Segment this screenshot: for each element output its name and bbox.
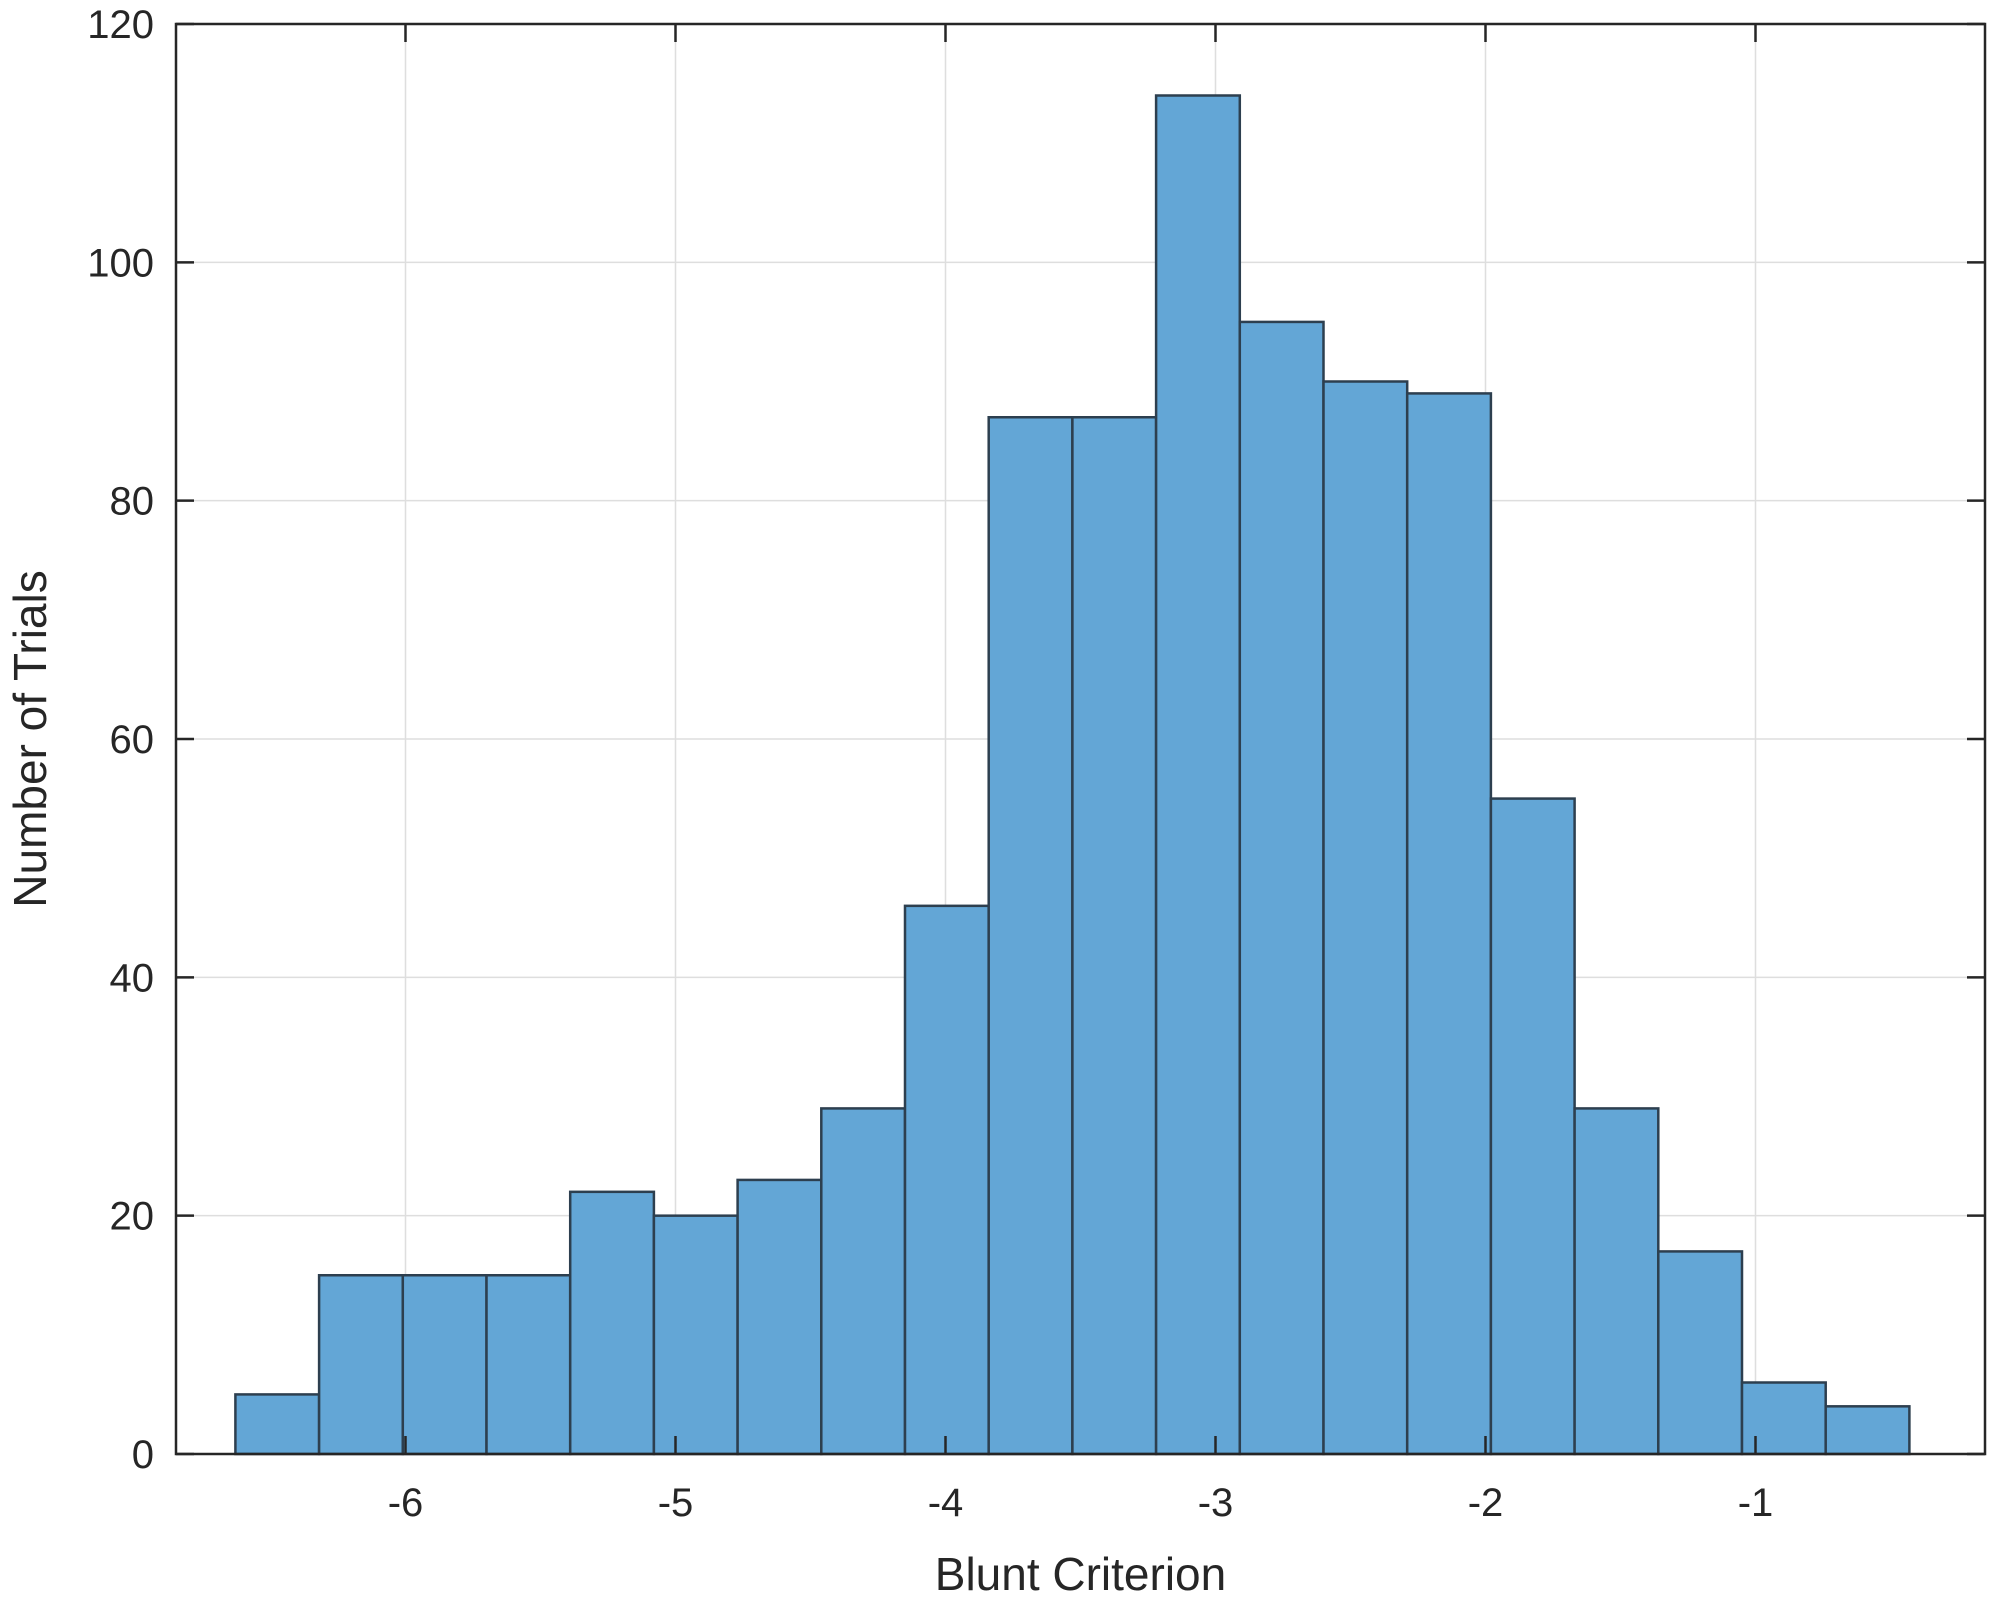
- histogram-bar-10: [1071, 416, 1158, 1456]
- y-tick-label-2: 40: [110, 956, 155, 1000]
- x-tick-label-1: -5: [658, 1481, 694, 1525]
- histogram-bar-9: [987, 416, 1074, 1456]
- y-tick-labels: 0 20 40 60 80 100 120: [87, 3, 154, 1477]
- histogram-bar-11: [1154, 94, 1242, 1456]
- x-tick-labels: -6 -5 -4 -3 -2 -1: [388, 1481, 1774, 1525]
- histogram-bars: [234, 94, 1911, 1456]
- histogram-bar-14: [1405, 392, 1493, 1456]
- histogram-bar-0: [234, 1393, 321, 1456]
- x-axis-label: Blunt Criterion: [935, 1548, 1226, 1600]
- x-tick-label-3: -3: [1198, 1481, 1234, 1525]
- histogram-bar-1: [317, 1274, 405, 1456]
- histogram-bar-3: [485, 1274, 572, 1456]
- histogram-bar-12: [1238, 320, 1325, 1456]
- y-tick-label-5: 100: [87, 241, 154, 285]
- histogram-bar-5: [652, 1214, 739, 1456]
- y-axis-label: Number of Trials: [4, 570, 56, 907]
- histogram-bar-6: [736, 1178, 823, 1456]
- y-tick-label-6: 120: [87, 3, 154, 47]
- histogram-bar-19: [1824, 1405, 1911, 1456]
- histogram-bar-4: [568, 1190, 656, 1456]
- y-tick-label-4: 80: [110, 480, 155, 524]
- y-tick-label-1: 20: [110, 1195, 155, 1239]
- x-tick-label-0: -6: [388, 1481, 424, 1525]
- histogram-bar-13: [1322, 380, 1409, 1456]
- y-tick-label-3: 60: [110, 718, 155, 762]
- x-tick-label-5: -1: [1738, 1481, 1774, 1525]
- histogram-bar-2: [401, 1274, 488, 1456]
- axis-ticks: [176, 22, 1985, 1456]
- histogram-bar-15: [1489, 797, 1576, 1456]
- y-tick-label-0: 0: [132, 1433, 154, 1477]
- x-tick-label-2: -4: [928, 1481, 964, 1525]
- histogram-bar-8: [903, 904, 990, 1456]
- histogram-bar-7: [820, 1107, 907, 1456]
- histogram-bar-16: [1573, 1107, 1660, 1456]
- x-tick-label-4: -2: [1468, 1481, 1504, 1525]
- histogram-bar-17: [1657, 1250, 1744, 1456]
